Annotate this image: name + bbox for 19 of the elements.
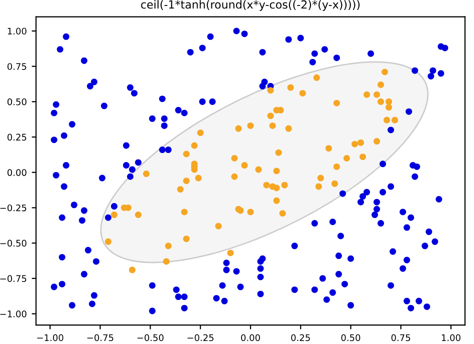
y-tick-label: −0.75 — [0, 275, 26, 282]
y-tick-label: 0.75 — [7, 63, 26, 70]
x-tick-label: −1.00 — [37, 334, 64, 342]
y-tick-label: 0.00 — [7, 169, 26, 176]
x-tick-label: 1.00 — [442, 334, 460, 342]
x-tick-label: 0.75 — [391, 334, 410, 342]
x-tick-label: 0.00 — [241, 334, 260, 342]
chart-title: ceil(-1*tanh(round(x*y-cos((-2)*(y-x))))) — [141, 0, 360, 11]
y-tick-label: −0.50 — [0, 240, 26, 247]
x-tick-label: 0.50 — [341, 334, 360, 342]
x-tick-label: −0.50 — [137, 334, 164, 342]
x-tick-label: 0.25 — [291, 334, 310, 342]
y-tick-label: 0.25 — [7, 134, 26, 141]
x-tick-label: −0.25 — [188, 334, 214, 342]
y-tick-label: 1.00 — [8, 28, 26, 35]
y-tick-label: 0.50 — [7, 98, 26, 106]
x-tick-label: −0.75 — [87, 334, 114, 342]
y-tick-label: −0.25 — [0, 204, 26, 212]
y-tick-label: −1.00 — [0, 310, 26, 318]
